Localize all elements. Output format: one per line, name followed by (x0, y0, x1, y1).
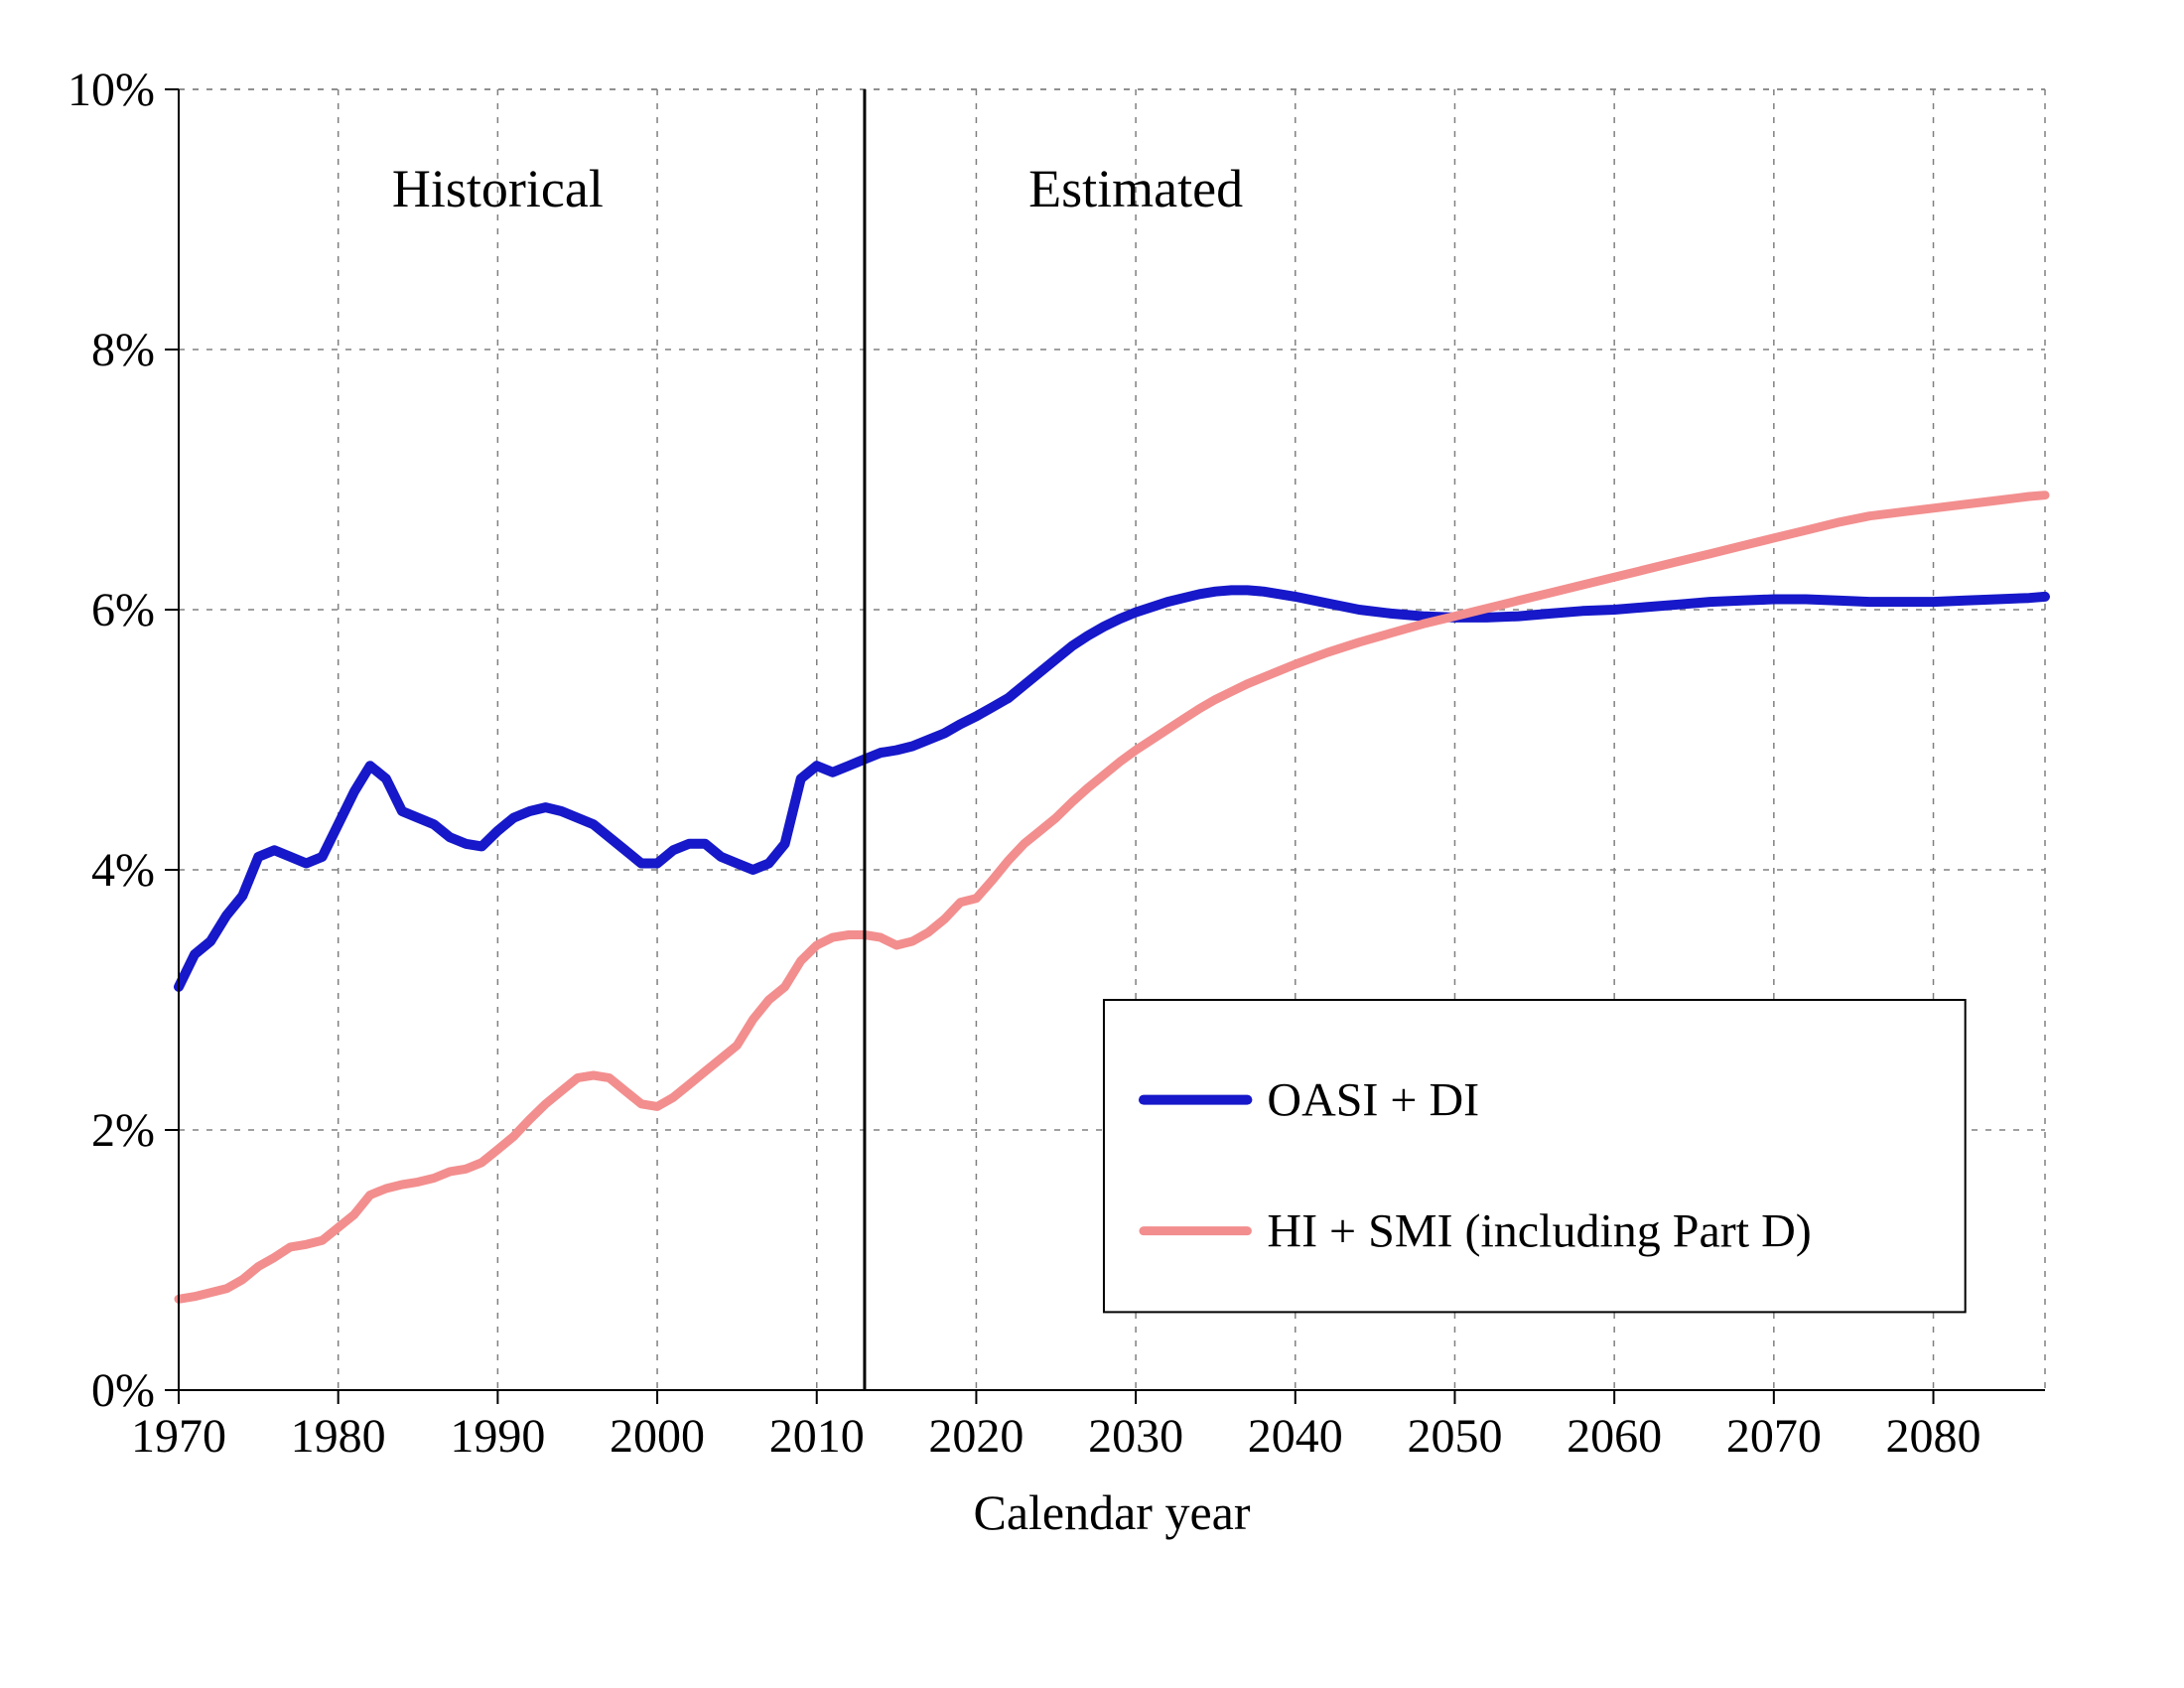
legend-label-hi-smi: HI + SMI (including Part D) (1267, 1205, 1811, 1258)
x-tick-label: 2020 (928, 1410, 1024, 1463)
y-tick-label: 6% (91, 584, 155, 636)
x-tick-label: 1990 (450, 1410, 545, 1463)
x-tick-label: 2010 (769, 1410, 865, 1463)
legend-box (1104, 1000, 1966, 1312)
x-tick-label: 2000 (610, 1410, 705, 1463)
chart-container: 1970 1980 1990 2000 2010 2020 2030 2040 2050 2060… (0, 0, 2184, 1688)
y-tick-label: 0% (91, 1364, 155, 1417)
y-tick-label: 10% (68, 64, 155, 116)
x-tick-label: 2080 (1886, 1410, 1981, 1463)
x-tick-label: 2070 (1726, 1410, 1822, 1463)
line-chart: 1970 1980 1990 2000 2010 2020 2030 2040 2050 2060… (0, 0, 2184, 1688)
x-tick-label: 2060 (1567, 1410, 1662, 1463)
legend-label-oasi-di: OASI + DI (1267, 1074, 1479, 1127)
estimated-label: Estimated (1028, 159, 1243, 218)
x-tick-label: 2040 (1248, 1410, 1343, 1463)
y-tick-label: 4% (91, 844, 155, 897)
x-tick-label: 2030 (1088, 1410, 1183, 1463)
y-tick-label: 8% (91, 324, 155, 376)
x-tick-label: 2050 (1407, 1410, 1502, 1463)
y-tick-label: 2% (91, 1104, 155, 1157)
x-axis-label: Calendar year (973, 1484, 1250, 1540)
x-tick-label: 1970 (131, 1410, 226, 1463)
x-tick-label: 1980 (291, 1410, 386, 1463)
historical-label: Historical (392, 159, 604, 218)
